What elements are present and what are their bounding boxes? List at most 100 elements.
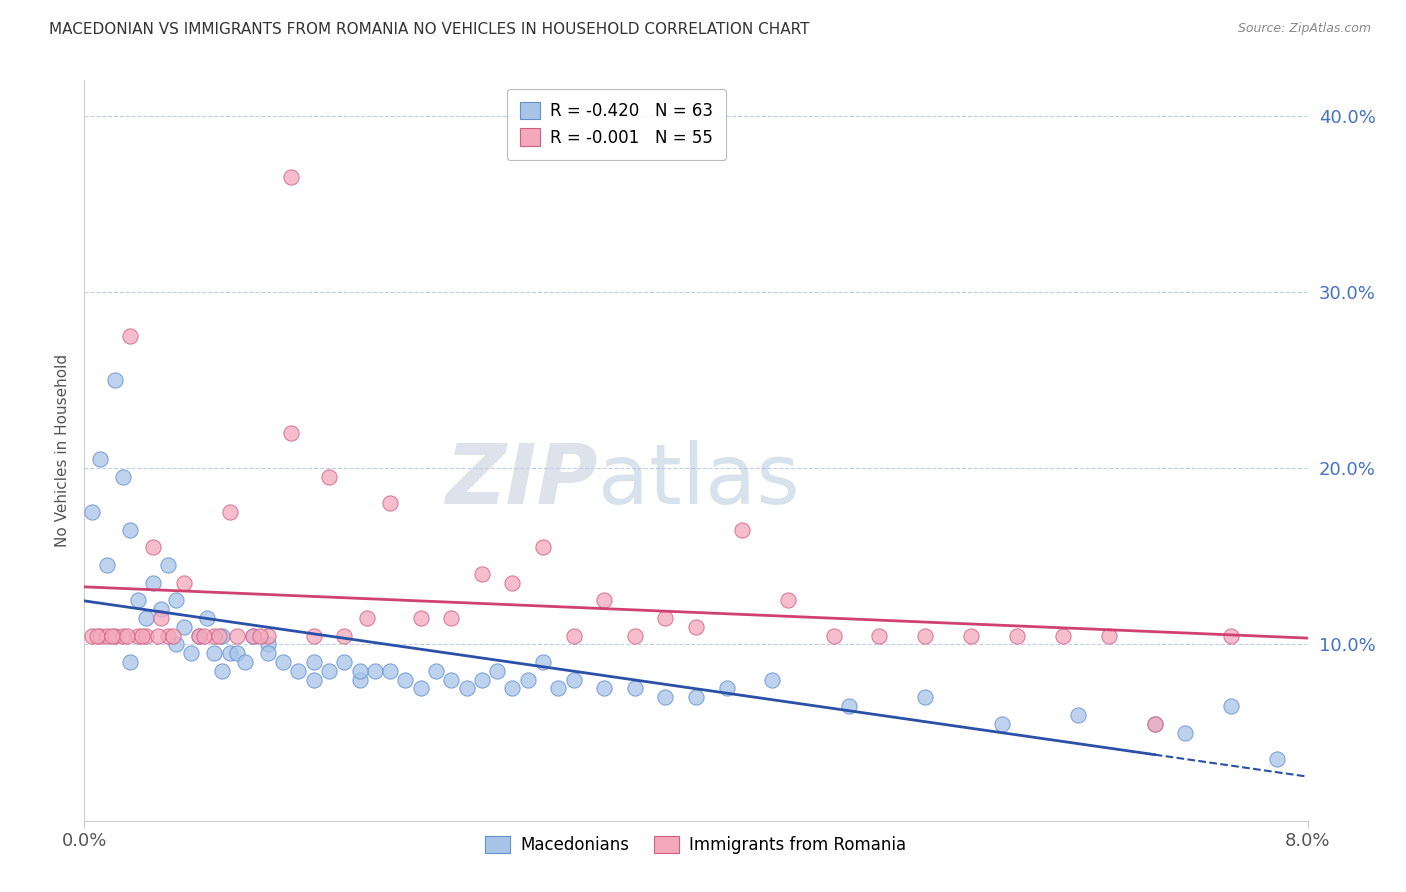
Point (80, 505, 103, 519)
Point (131, 629, 153, 643)
Point (135, 629, 157, 643)
Point (425, 664, 447, 678)
Point (135, 611, 157, 625)
Point (211, 629, 233, 643)
Point (516, 673, 538, 687)
Point (218, 646, 240, 660)
Point (440, 673, 463, 687)
Point (142, 541, 165, 555)
Point (193, 629, 215, 643)
Point (914, 629, 936, 643)
Point (1143, 716, 1166, 731)
Point (188, 629, 211, 643)
Point (1098, 629, 1121, 643)
Point (716, 681, 738, 696)
Point (146, 629, 169, 643)
Point (162, 629, 184, 643)
Point (1265, 752, 1288, 766)
Point (233, 655, 256, 669)
Point (776, 593, 799, 607)
Point (380, 496, 402, 510)
Point (173, 620, 195, 634)
Point (624, 681, 647, 696)
Point (149, 602, 172, 616)
Point (409, 611, 432, 625)
Point (440, 611, 463, 625)
Point (333, 629, 356, 643)
Point (531, 655, 554, 669)
Point (226, 646, 249, 660)
Point (101, 629, 124, 643)
Point (115, 629, 138, 643)
Point (127, 629, 149, 643)
Point (486, 664, 509, 678)
Text: MACEDONIAN VS IMMIGRANTS FROM ROMANIA NO VEHICLES IN HOUSEHOLD CORRELATION CHART: MACEDONIAN VS IMMIGRANTS FROM ROMANIA NO… (49, 22, 810, 37)
Point (188, 629, 211, 643)
Point (654, 611, 676, 625)
Point (593, 593, 616, 607)
Point (731, 523, 754, 537)
Text: ZIP: ZIP (446, 440, 598, 521)
Point (127, 593, 149, 607)
Point (104, 373, 127, 387)
Point (685, 620, 707, 634)
Point (685, 690, 707, 705)
Point (914, 690, 936, 705)
Point (349, 673, 371, 687)
Point (318, 664, 340, 678)
Point (409, 681, 432, 696)
Point (257, 646, 280, 660)
Point (287, 664, 309, 678)
Point (1005, 629, 1028, 643)
Point (471, 566, 494, 581)
Point (394, 673, 416, 687)
Point (208, 629, 231, 643)
Point (838, 699, 860, 714)
Point (502, 575, 524, 590)
Point (111, 629, 134, 643)
Point (173, 575, 195, 590)
Point (157, 558, 180, 572)
Point (86, 629, 108, 643)
Point (1143, 716, 1166, 731)
Point (271, 655, 294, 669)
Point (218, 505, 240, 519)
Point (654, 690, 676, 705)
Point (333, 655, 356, 669)
Point (1052, 629, 1074, 643)
Point (89, 629, 111, 643)
Point (593, 681, 616, 696)
Point (1220, 699, 1243, 714)
Point (89, 452, 111, 467)
Point (1067, 707, 1090, 722)
Point (211, 664, 233, 678)
Point (202, 629, 225, 643)
Point (280, 170, 302, 185)
Point (456, 681, 478, 696)
Point (960, 629, 983, 643)
Point (562, 629, 585, 643)
Point (502, 681, 524, 696)
Point (257, 629, 280, 643)
Point (202, 646, 225, 660)
Point (249, 629, 271, 643)
Legend: Macedonians, Immigrants from Romania: Macedonians, Immigrants from Romania (478, 829, 914, 861)
Point (157, 629, 180, 643)
Point (280, 425, 302, 440)
Point (165, 593, 187, 607)
Point (242, 629, 264, 643)
Text: atlas: atlas (598, 440, 800, 521)
Point (242, 629, 264, 643)
Point (96, 629, 118, 643)
Point (624, 629, 647, 643)
Text: Source: ZipAtlas.com: Source: ZipAtlas.com (1237, 22, 1371, 36)
Point (257, 637, 280, 651)
Point (318, 470, 340, 484)
Point (195, 611, 218, 625)
Y-axis label: No Vehicles in Household: No Vehicles in Household (55, 354, 70, 547)
Point (120, 655, 142, 669)
Point (120, 523, 142, 537)
Point (547, 681, 569, 696)
Point (349, 664, 371, 678)
Point (302, 673, 325, 687)
